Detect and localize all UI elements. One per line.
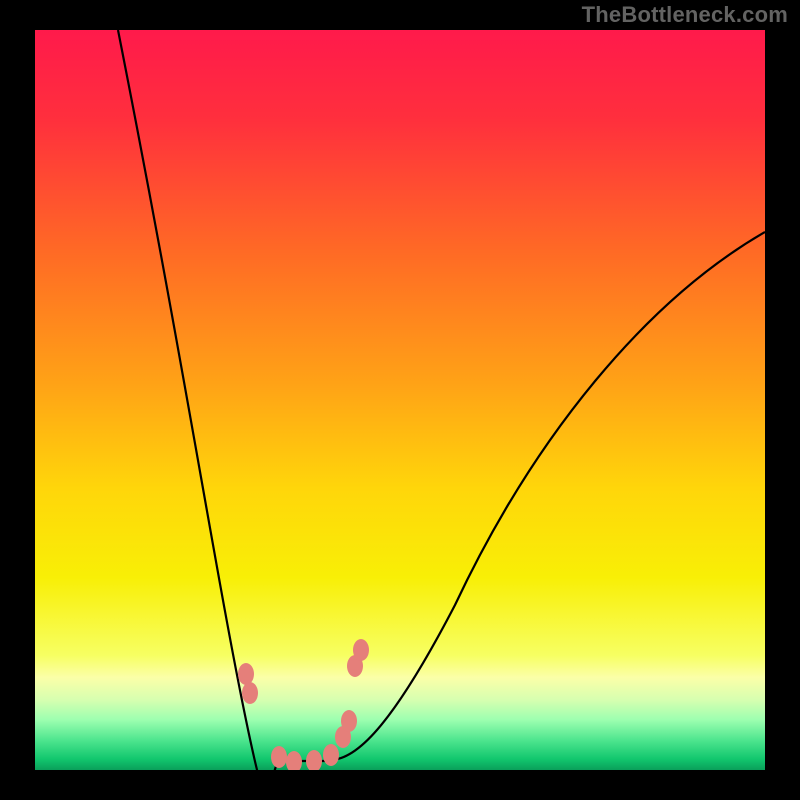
- watermark-text: TheBottleneck.com: [582, 2, 788, 28]
- figure-root: TheBottleneck.com: [0, 0, 800, 800]
- data-marker: [323, 744, 339, 766]
- data-marker: [238, 663, 254, 685]
- data-marker: [353, 639, 369, 661]
- data-marker: [242, 682, 258, 704]
- data-marker: [271, 746, 287, 768]
- plot-area: [35, 30, 765, 770]
- data-marker: [341, 710, 357, 732]
- chart-background: [35, 30, 765, 770]
- chart-svg: [35, 30, 765, 770]
